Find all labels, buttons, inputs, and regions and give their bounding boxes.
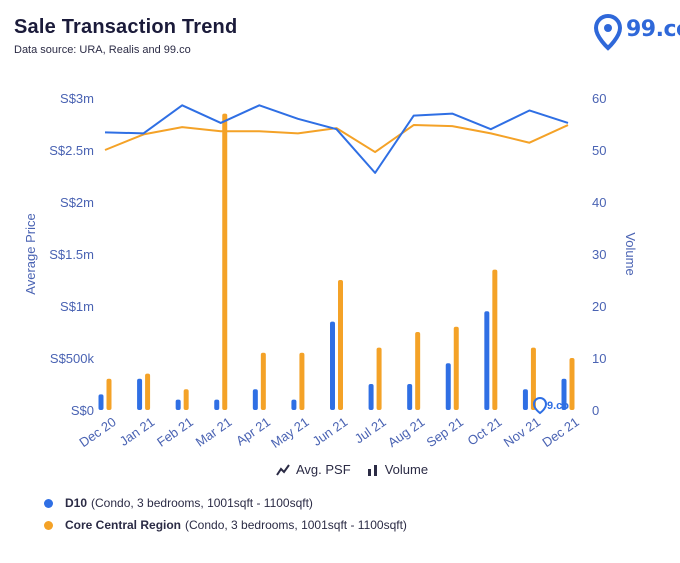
y2-tick-label: 20: [592, 299, 606, 314]
volume-bar[interactable]: [260, 352, 266, 410]
avg-psf-label: Avg. PSF: [296, 462, 351, 477]
chart-title: Sale Transaction Trend: [14, 16, 238, 38]
volume-label: Volume: [384, 462, 429, 477]
x-tick-label: May 21: [268, 414, 312, 451]
volume-bar[interactable]: [561, 378, 567, 410]
x-tick-label: Mar 21: [193, 414, 235, 449]
y2-tick-label: 0: [592, 403, 599, 418]
volume-bar[interactable]: [137, 378, 143, 410]
price-line[interactable]: [104, 104, 569, 174]
avg-psf-toggle[interactable]: Avg. PSF: [276, 462, 351, 477]
volume-toggle[interactable]: Volume: [367, 462, 428, 477]
volume-bar[interactable]: [530, 347, 536, 410]
y2-axis-title: Volume: [623, 232, 638, 275]
volume-bar[interactable]: [299, 352, 305, 410]
volume-bar[interactable]: [569, 358, 575, 410]
price-lines: [104, 104, 569, 174]
x-tick-label: Dec 21: [539, 414, 581, 450]
volume-bar[interactable]: [484, 311, 490, 410]
x-tick-label: Apr 21: [233, 414, 273, 448]
volume-bar[interactable]: [291, 399, 297, 410]
y-tick-label: S$2m: [60, 195, 94, 210]
y-tick-label: S$500k: [50, 351, 95, 366]
volume-bar[interactable]: [407, 384, 413, 410]
watermark-logo: 9.co: [532, 396, 569, 415]
y-axis-ticks: S$0 S$500k S$1m S$1.5m S$2m S$2.5m S$3m: [49, 91, 94, 418]
volume-bar[interactable]: [222, 113, 228, 410]
volume-bar[interactable]: [145, 373, 151, 410]
data-source-subtitle: Data source: URA, Realis and 99.co: [14, 44, 191, 56]
y-axis-title: Average Price: [23, 213, 38, 294]
chart-mode-toggles: Avg. PSF Volume: [276, 462, 428, 477]
y-tick-label: S$1m: [60, 299, 94, 314]
y2-tick-label: 50: [592, 143, 606, 158]
y-tick-label: S$0: [71, 403, 94, 418]
price-line[interactable]: [104, 124, 569, 154]
x-tick-label: Oct 21: [465, 414, 505, 448]
x-tick-label: Jul 21: [352, 414, 389, 446]
bar-chart-icon: [367, 464, 377, 476]
location-pin-icon: [593, 13, 623, 51]
x-tick-label: Jan 21: [117, 414, 158, 449]
x-tick-label: Feb 21: [154, 414, 196, 450]
volume-bar[interactable]: [522, 389, 528, 410]
volume-bar[interactable]: [252, 389, 258, 410]
legend-name: Core Central Region: [65, 518, 182, 532]
y2-tick-label: 40: [592, 195, 606, 210]
x-tick-label: Sep 21: [424, 414, 466, 450]
x-tick-label: Dec 20: [76, 414, 118, 450]
x-tick-label: Aug 21: [385, 414, 427, 450]
volume-bar[interactable]: [98, 394, 104, 410]
svg-text:9.co: 9.co: [547, 400, 569, 412]
y2-tick-label: 10: [592, 351, 606, 366]
legend-detail: (Condo, 3 bedrooms, 1001sqft - 1100sqft): [185, 518, 407, 532]
volume-bar[interactable]: [445, 363, 451, 410]
volume-bar[interactable]: [368, 384, 374, 410]
volume-bar[interactable]: [330, 321, 335, 410]
x-tick-label: Nov 21: [501, 414, 543, 450]
legend-item-d10[interactable]: D10 (Condo, 3 bedrooms, 1001sqft - 1100s…: [44, 496, 313, 510]
y2-tick-label: 60: [592, 91, 606, 106]
legend-marker-ccr: [44, 520, 53, 530]
legend-detail: (Condo, 3 bedrooms, 1001sqft - 1100sqft): [91, 496, 313, 510]
volume-bar[interactable]: [415, 332, 421, 410]
line-chart-icon: [276, 463, 290, 476]
volume-bar[interactable]: [175, 399, 181, 410]
y2-axis-ticks: 0 10 20 30 40 50 60: [592, 91, 606, 418]
volume-bar[interactable]: [183, 389, 189, 410]
volume-bar[interactable]: [492, 269, 498, 410]
volume-bar[interactable]: [214, 399, 220, 410]
volume-bar[interactable]: [338, 280, 343, 410]
x-tick-label: Jun 21: [310, 414, 351, 449]
volume-bars: [98, 113, 575, 410]
volume-bar[interactable]: [376, 347, 382, 410]
y-tick-label: S$1.5m: [49, 247, 94, 262]
y2-tick-label: 30: [592, 247, 606, 262]
legend-item-ccr[interactable]: Core Central Region (Condo, 3 bedrooms, …: [44, 518, 407, 532]
legend-marker-d10: [44, 498, 53, 508]
volume-bar[interactable]: [453, 326, 459, 410]
y-tick-label: S$3m: [60, 91, 94, 106]
brand-logo-text: 99.co: [626, 17, 680, 42]
y-tick-label: S$2.5m: [49, 143, 94, 158]
legend-name: D10: [65, 496, 88, 510]
volume-bar[interactable]: [106, 378, 112, 410]
